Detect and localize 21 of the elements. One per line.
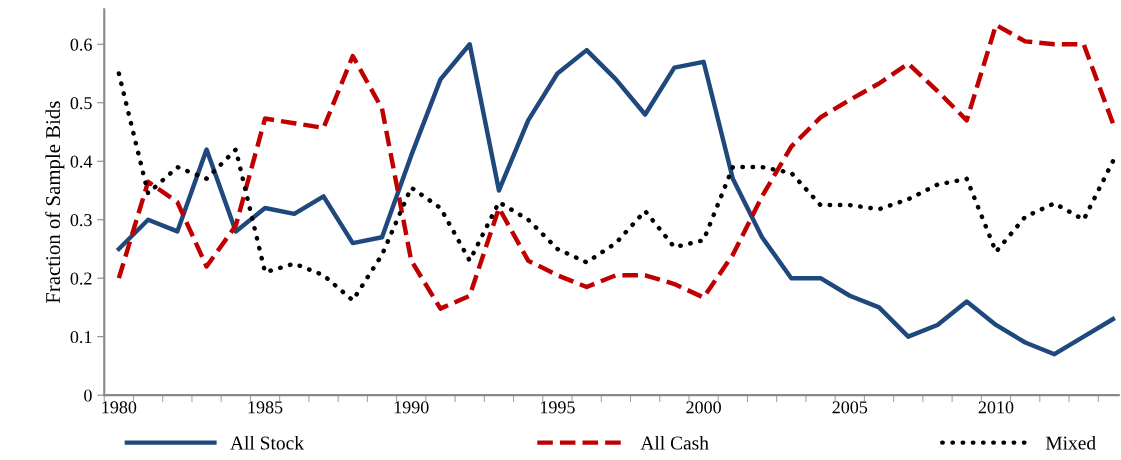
line-series (116, 22, 1116, 311)
y-tick-label: 0.5 (70, 97, 92, 110)
y-axis-title: Fraction of Sample Bids (45, 101, 65, 304)
legend-label: Mixed (1045, 435, 1096, 450)
y-tick-label: 0.6 (70, 38, 92, 51)
x-tick-label: 2005 (832, 401, 868, 414)
x-tick-label: 1980 (102, 401, 137, 414)
x-tick-label: 1990 (394, 401, 429, 414)
y-tick-label: 0 (84, 389, 92, 402)
line-series (116, 42, 1116, 357)
y-tick-label: 0.4 (70, 155, 93, 168)
x-tick-label: 1995 (540, 401, 575, 414)
legend-label: All Stock (230, 435, 304, 450)
x-tick-label: 2000 (686, 401, 721, 414)
legend-label: All Cash (640, 435, 709, 450)
x-tick-label: 1985 (248, 401, 283, 414)
y-tick-label: 0.2 (70, 272, 92, 285)
y-tick-label: 0.3 (70, 213, 92, 227)
y-tick-label: 0.1 (70, 330, 92, 344)
line-series (116, 71, 1116, 303)
x-tick-label: 2010 (978, 401, 1014, 414)
